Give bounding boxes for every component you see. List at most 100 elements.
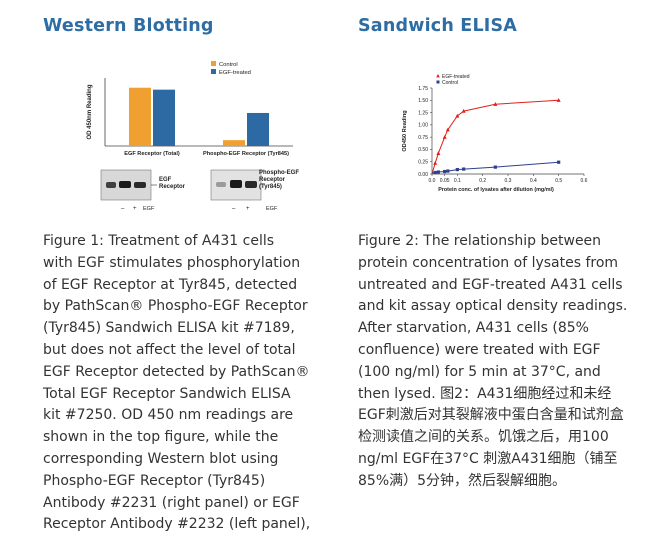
caption-line: (100 ng/ml) for 5 min at 37°C, and <box>358 363 601 380</box>
legend-marker <box>436 80 440 84</box>
western-blotting-heading: Western Blotting <box>43 16 214 36</box>
caption-line: protein concentration of lysates from <box>358 254 619 271</box>
blot-lane-minus: – <box>121 206 125 212</box>
caption-line: Figure 2: The relationship between <box>358 233 602 249</box>
caption-line: (Tyr845) Sandwich ELISA kit #7189, <box>43 320 295 337</box>
western-blot-images: EGF Receptor – + EGF Phospho-EGF Receptor(… <box>100 169 299 212</box>
blot-label-line: Receptor <box>159 184 186 190</box>
data-point <box>436 170 440 174</box>
bar <box>223 140 245 146</box>
blot-left-label: EGF Receptor <box>159 177 186 190</box>
data-point <box>493 165 497 169</box>
blot-band <box>119 181 131 188</box>
caption-line: Figure 1: Treatment of A431 cells <box>43 233 275 249</box>
y-tick-label: 1.25 <box>418 110 428 116</box>
caption-line: 85%满）5分钟，然后裂解细胞。 <box>358 472 567 489</box>
caption-line: then lysed. 图2：A431细胞经过和未经 <box>358 385 612 402</box>
blot-lane-plus: + <box>133 206 137 212</box>
x-tick-label: 0.5 <box>555 178 562 184</box>
y-tick-label: 0.50 <box>418 147 428 153</box>
y-tick-label: 0.25 <box>418 160 428 166</box>
x-tick-label: 0.1 <box>454 178 461 184</box>
y-tick-label: 1.50 <box>418 98 428 104</box>
caption-line: with EGF stimulates phosphorylation <box>43 254 301 271</box>
blot-lane-minus: – <box>232 206 236 212</box>
y-tick-label: 1.00 <box>418 123 428 129</box>
caption-line: corresponding Western blot using <box>43 450 279 467</box>
data-point <box>455 113 460 118</box>
caption-line: confluence) were treated with EGF <box>358 341 601 358</box>
blot-band <box>230 180 242 188</box>
elisa-line-chart: 0.00 0.25 0.50 0.75 1.00 1.25 1.50 1.75 0.0 0.1 0.… <box>402 74 588 193</box>
data-point <box>436 151 441 155</box>
caption-line: 检测读值之间的关系。饥饿之后，用100 <box>358 429 609 446</box>
y-axis-label: OD450 Reading <box>402 110 408 152</box>
caption-line: Total EGF Receptor Sandwich ELISA <box>43 385 291 402</box>
category-label: Phospho-EGF Receptor (Tyr845) <box>203 151 289 157</box>
caption-line: ng/ml EGF在37°C 刺激A431细胞（铺至 <box>358 450 618 467</box>
legend-label: Control <box>219 62 238 68</box>
western-bar-chart: OD 450nm Reading EGF Receptor (Total) Phos… <box>87 61 293 157</box>
data-point <box>462 167 466 171</box>
caption-line: EGF Receptor detected by PathScan® <box>43 363 310 380</box>
x-tick-label: 0.2 <box>479 178 486 184</box>
data-point <box>455 167 459 172</box>
caption-line: but does not affect the level of total <box>43 341 296 358</box>
blot-right-label: Phospho-EGF Receptor (Tyr845) <box>259 170 299 190</box>
legend-swatch <box>211 61 216 66</box>
caption-line: shown in the top figure, while the <box>43 429 279 446</box>
data-point <box>446 169 450 173</box>
data-point <box>557 160 561 164</box>
data-point <box>493 102 498 106</box>
y-tick-label: 0.75 <box>418 135 428 141</box>
caption-line: EGF刺激后对其裂解液中蛋白含量和试剂盒 <box>358 407 624 424</box>
data-point <box>445 127 450 132</box>
blot-band <box>134 182 146 188</box>
category-label: EGF Receptor (Total) <box>124 151 180 157</box>
caption-line: untreated and EGF-treated A431 cells <box>358 276 623 293</box>
data-point <box>433 160 438 165</box>
x-tick-label: 0.0 <box>429 178 436 184</box>
blot-band <box>245 181 257 188</box>
bar <box>153 89 175 146</box>
figure-2-caption: Figure 2: The relationship between protei… <box>358 231 627 493</box>
blot-label-line: (Tyr845) <box>259 184 282 190</box>
data-point <box>433 170 437 175</box>
series-line <box>431 99 559 175</box>
blot-band <box>216 182 226 187</box>
x-axis-label: Protein conc. of lysates after dilution … <box>438 187 554 193</box>
data-point <box>556 98 561 102</box>
blot-treatment-label: EGF <box>266 206 278 212</box>
data-point <box>461 108 466 113</box>
y-tick-label: 1.75 <box>418 86 428 92</box>
caption-line: by PathScan® Phospho-EGF Receptor <box>43 298 308 315</box>
blot-lane-plus: + <box>246 206 250 212</box>
bar <box>129 87 151 146</box>
blot-label-line: Phospho-EGF <box>259 170 299 176</box>
y-tick-label: 0.00 <box>418 172 428 178</box>
caption-line: kit #7250. OD 450 nm readings are <box>43 407 294 424</box>
caption-line: After starvation, A431 cells (85% <box>358 320 589 337</box>
caption-line: of EGF Receptor at Tyr845, detected <box>43 276 298 293</box>
blot-label-line: EGF <box>159 177 172 183</box>
x-tick-label: 0.3 <box>505 178 512 184</box>
blot-treatment-label: EGF <box>143 206 155 212</box>
bar <box>247 112 269 146</box>
x-tick-label: 0.05 <box>440 178 450 184</box>
legend-label: EGF-treated <box>219 70 251 76</box>
caption-line: and kit assay optical density readings. <box>358 298 628 315</box>
legend-label: EGF-treated <box>442 74 470 80</box>
figure-1-caption: Figure 1: Treatment of A431 cells with EG… <box>43 231 310 536</box>
legend-swatch <box>211 69 216 74</box>
sandwich-elisa-heading: Sandwich ELISA <box>358 16 518 36</box>
blot-label-line: Receptor <box>259 177 286 183</box>
data-point <box>443 169 447 174</box>
y-axis-label: OD 450nm Reading <box>87 84 93 139</box>
legend-marker <box>436 74 440 78</box>
caption-line: Phospho-EGF Receptor (Tyr845) <box>43 472 266 489</box>
legend-label: Control <box>442 80 458 86</box>
data-point <box>442 134 447 139</box>
caption-line: Antibody #2231 (right panel) or EGF <box>43 494 300 511</box>
x-tick-label: 0.4 <box>530 178 537 184</box>
caption-line: Receptor Antibody #2232 (left panel), <box>43 516 311 533</box>
